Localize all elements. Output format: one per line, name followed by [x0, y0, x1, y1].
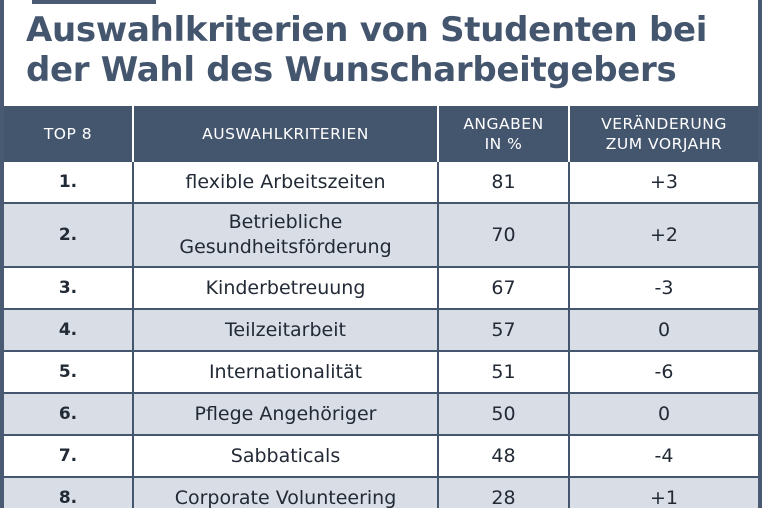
- change-cell: -6: [569, 351, 758, 394]
- share-cell: 28: [438, 477, 570, 508]
- header-share-label-1: ANGABEN: [463, 115, 544, 133]
- criterion-cell: Betriebliche Gesundheitsförderung: [133, 203, 439, 268]
- table-row: 4. Teilzeitarbeit 57 0: [4, 309, 758, 352]
- header-rank-label: TOP 8: [43, 125, 93, 143]
- rank-cell: 1.: [4, 162, 134, 204]
- change-cell: -4: [569, 435, 758, 478]
- chart-title: Auswahlkriterien von Studenten bei der W…: [26, 10, 746, 90]
- infographic-panel: Auswahlkriterien von Studenten bei der W…: [4, 0, 758, 508]
- rank-cell: 7.: [4, 435, 134, 478]
- criterion-text: Sabbaticals: [230, 444, 341, 467]
- criterion-cell: Internationalität: [133, 351, 439, 394]
- share-cell: 51: [438, 351, 570, 394]
- table-row: 6. Pflege Angehöriger 50 0: [4, 393, 758, 436]
- header-share: ANGABEN IN %: [438, 106, 570, 162]
- change-cell: +1: [569, 477, 758, 508]
- header-change: VERÄNDERUNG ZUM VORJAHR: [569, 106, 758, 162]
- share-cell: 50: [438, 393, 570, 436]
- share-cell: 70: [438, 203, 570, 268]
- change-cell: -3: [569, 267, 758, 310]
- criterion-cell: Sabbaticals: [133, 435, 439, 478]
- criterion-text: Pflege Angehöriger: [194, 402, 377, 425]
- share-cell: 48: [438, 435, 570, 478]
- rank-cell: 4.: [4, 309, 134, 352]
- rank-cell: 3.: [4, 267, 134, 310]
- header-criterion-label: AUSWAHLKRITERIEN: [202, 125, 369, 143]
- header-rank: TOP 8: [4, 106, 134, 162]
- criterion-text: Teilzeitarbeit: [225, 318, 346, 341]
- criterion-text: Internationalität: [208, 360, 363, 383]
- rank-cell: 8.: [4, 477, 134, 508]
- header-criterion: AUSWAHLKRITERIEN: [133, 106, 439, 162]
- change-cell: +2: [569, 203, 758, 268]
- top-accent-bar: [32, 0, 156, 4]
- criterion-text: Kinderbetreuung: [205, 276, 366, 299]
- table-header-row: TOP 8 AUSWAHLKRITERIEN ANGABEN IN % VERÄ…: [4, 106, 758, 162]
- criterion-text: Betriebliche: [228, 211, 343, 233]
- criterion-text-line-2: Gesundheitsförderung: [179, 236, 392, 258]
- table-row: 2. Betriebliche Gesundheitsförderung 70 …: [4, 203, 758, 268]
- header-share-label-2: IN %: [484, 135, 523, 153]
- table-row: 7. Sabbaticals 48 -4: [4, 435, 758, 478]
- criterion-text: Corporate Volunteering: [174, 486, 397, 508]
- table-row: 1. flexible Arbeitszeiten 81 +3: [4, 162, 758, 204]
- ranking-table: TOP 8 AUSWAHLKRITERIEN ANGABEN IN % VERÄ…: [4, 106, 758, 508]
- criterion-cell: flexible Arbeitszeiten: [133, 162, 439, 204]
- change-cell: 0: [569, 309, 758, 352]
- criterion-cell: Teilzeitarbeit: [133, 309, 439, 352]
- title-line-1: Auswahlkriterien von Studenten bei: [26, 10, 708, 50]
- share-cell: 67: [438, 267, 570, 310]
- header-change-label-2: ZUM VORJAHR: [605, 135, 723, 153]
- table-row: 8. Corporate Volunteering 28 +1: [4, 477, 758, 508]
- change-cell: +3: [569, 162, 758, 204]
- change-cell: 0: [569, 393, 758, 436]
- table-row: 3. Kinderbetreuung 67 -3: [4, 267, 758, 310]
- title-line-2: der Wahl des Wunscharbeitgebers: [26, 50, 677, 90]
- rank-cell: 2.: [4, 203, 134, 268]
- criterion-text: flexible Arbeitszeiten: [185, 170, 386, 193]
- share-cell: 57: [438, 309, 570, 352]
- rank-cell: 6.: [4, 393, 134, 436]
- criterion-cell: Corporate Volunteering: [133, 477, 439, 508]
- table-row: 5. Internationalität 51 -6: [4, 351, 758, 394]
- criterion-cell: Pflege Angehöriger: [133, 393, 439, 436]
- share-cell: 81: [438, 162, 570, 204]
- header-change-label-1: VERÄNDERUNG: [601, 115, 727, 133]
- rank-cell: 5.: [4, 351, 134, 394]
- criterion-cell: Kinderbetreuung: [133, 267, 439, 310]
